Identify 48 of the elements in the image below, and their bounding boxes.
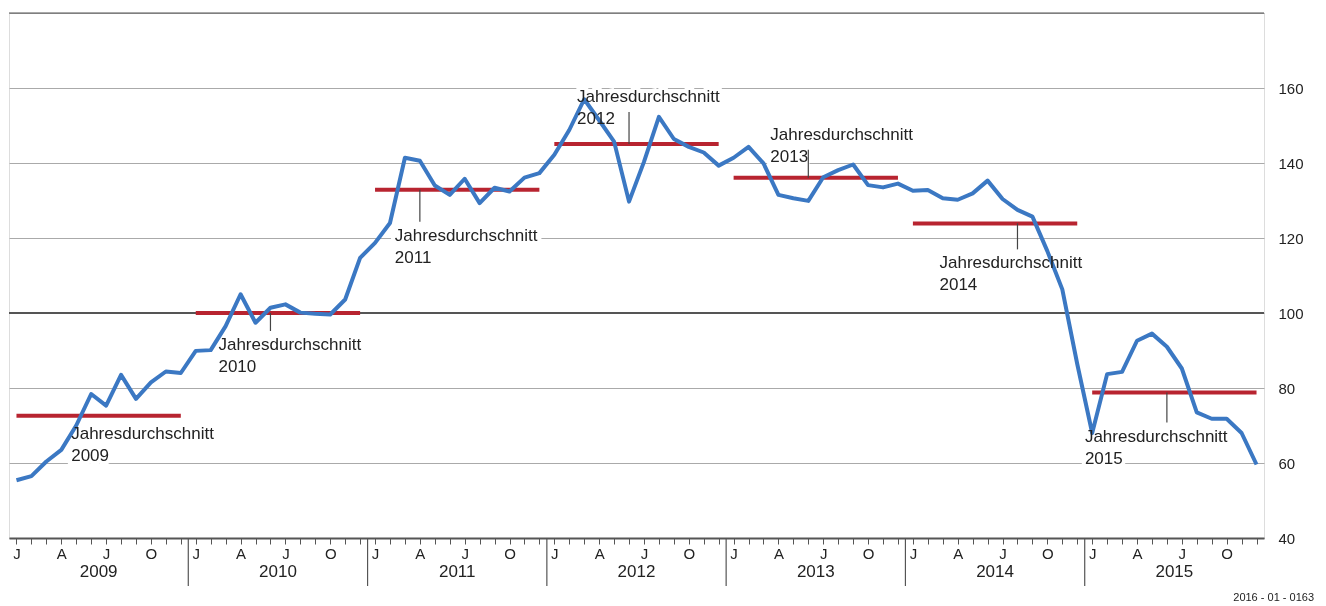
text: 2014: [976, 562, 1014, 581]
annotation: Jahresdurchschnitt 2010: [218, 335, 362, 376]
x-tick-label: O: [1042, 544, 1054, 562]
text: 2012: [617, 562, 656, 581]
x-tick-label: A: [953, 544, 964, 562]
text: 2013: [796, 562, 835, 581]
x-tick-label: J: [102, 544, 111, 562]
x-tick-label: A: [773, 544, 784, 562]
x-tick-label: J: [461, 544, 469, 562]
y-tick-label: 140: [1278, 154, 1304, 172]
annotation: Jahresdurchschnitt 2013: [770, 124, 914, 166]
x-tick-label: O: [145, 544, 158, 562]
annotation: Jahresdurchschnitt 2015: [1084, 426, 1228, 468]
y-tick-label: 120: [1278, 229, 1304, 247]
x-tick-label: O: [862, 544, 875, 562]
x-tick-label: J: [730, 544, 738, 562]
x-tick-label: O: [683, 544, 696, 562]
y-tick-label: 60: [1278, 454, 1296, 472]
x-tick-label: O: [324, 544, 337, 562]
x-tick-label: J: [192, 544, 201, 562]
text: 2010: [259, 562, 297, 581]
x-tick-label: O: [1221, 544, 1233, 562]
x-tick-label: J: [282, 544, 290, 562]
y-tick-label: 160: [1278, 79, 1304, 97]
y-tick-label: 80: [1278, 379, 1296, 397]
y-tick-label: 40: [1278, 529, 1296, 547]
x-tick-label: J: [13, 544, 21, 562]
text: 2011: [438, 562, 476, 581]
x-tick-label: J: [640, 544, 649, 562]
x-tick-label: J: [371, 544, 380, 562]
annotation: Jahresdurchschnitt 2011: [394, 225, 538, 267]
x-tick-label: J: [820, 544, 828, 562]
y-tick-label: 100: [1278, 304, 1304, 322]
x-tick-label: J: [1178, 544, 1187, 562]
text: 2016 - 01 - 0163: [1233, 591, 1314, 603]
x-tick-label: J: [551, 544, 559, 562]
x-tick-label: A: [1132, 544, 1143, 562]
annotation: Jahresdurchschnitt 2009: [71, 423, 215, 465]
text: 2015: [1155, 562, 1194, 581]
text: 2009: [79, 562, 118, 581]
x-tick-label: A: [236, 544, 247, 562]
x-tick-label: O: [504, 544, 516, 562]
x-tick-label: A: [56, 544, 67, 562]
x-tick-label: A: [415, 544, 426, 562]
x-tick-label: J: [1088, 544, 1097, 562]
x-tick-label: J: [999, 544, 1007, 562]
x-tick-label: J: [909, 544, 918, 562]
x-tick-label: A: [594, 544, 605, 562]
